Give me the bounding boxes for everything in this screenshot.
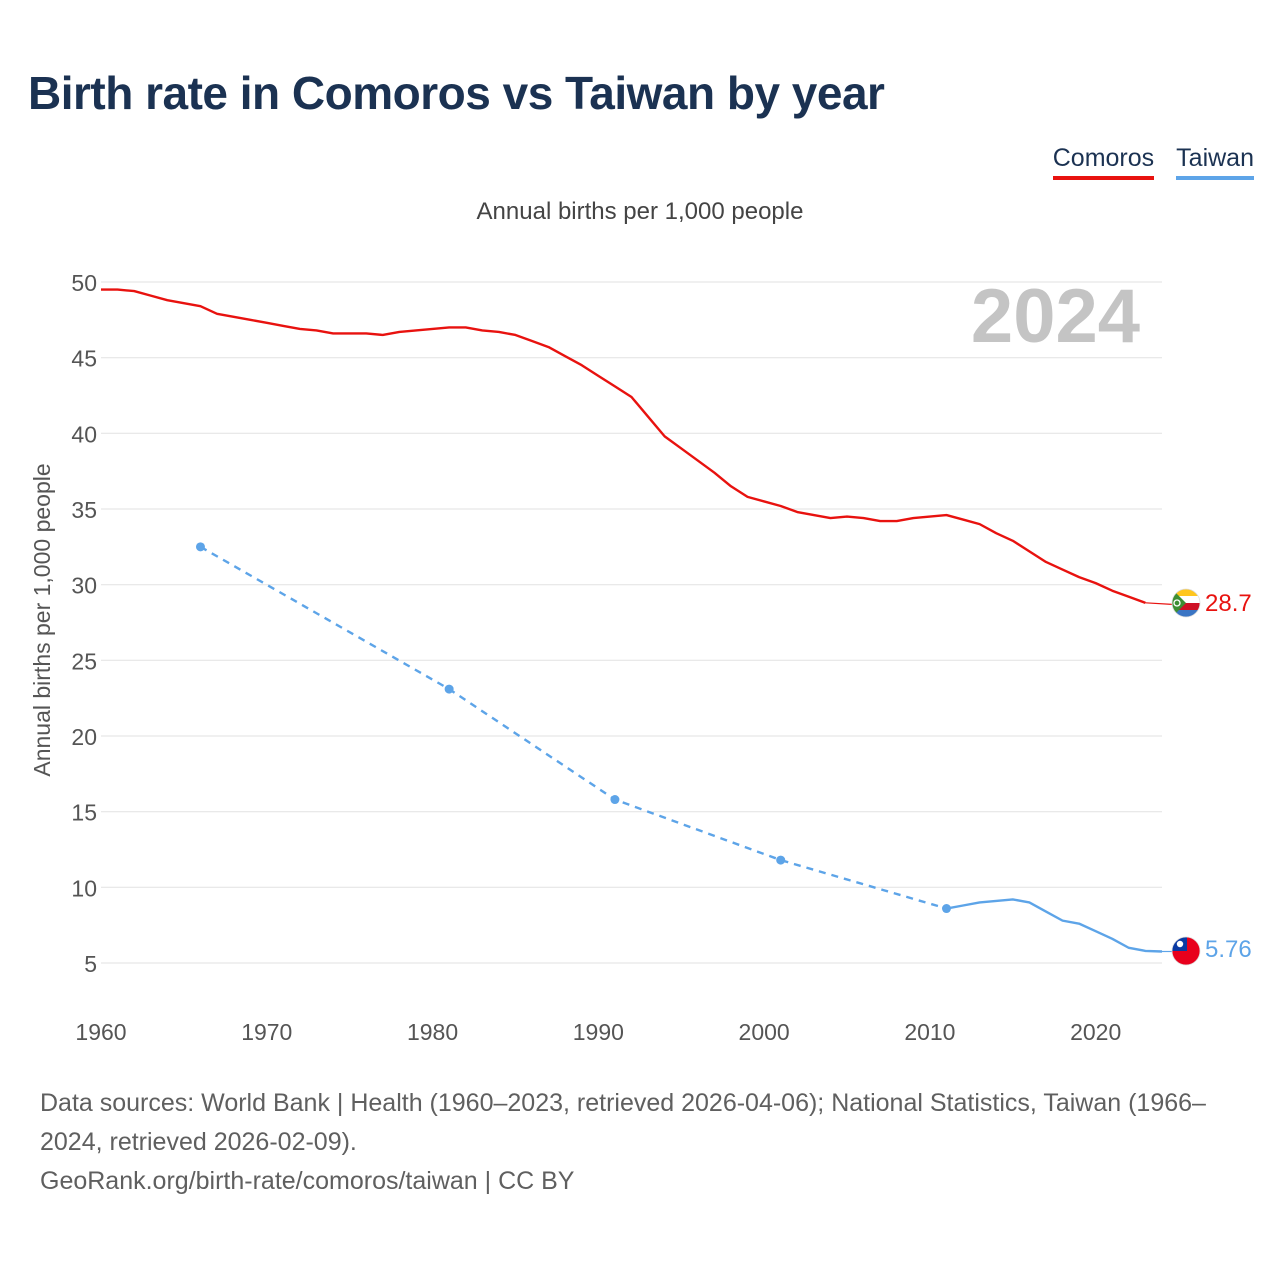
x-tick-label: 1980 <box>407 1019 458 1045</box>
legend-item-taiwan[interactable]: Taiwan <box>1176 144 1254 180</box>
comoros-end-connector <box>1145 602 1173 605</box>
chart-subtitle: Annual births per 1,000 people <box>476 198 804 225</box>
x-tick-label: 1970 <box>241 1019 292 1045</box>
x-tick-label: 2000 <box>739 1019 790 1045</box>
legend-item-comoros[interactable]: Comoros <box>1052 144 1155 180</box>
y-tick-label: 10 <box>71 875 97 901</box>
x-axis: 1960 1970 1980 1990 2000 2010 2020 <box>75 1019 1121 1045</box>
credit-link[interactable]: GeoRank.org/birth-rate/comoros/taiwan | … <box>40 1167 575 1195</box>
comoros-flag-icon <box>1172 589 1200 617</box>
y-tick-label: 45 <box>71 346 97 372</box>
x-tick-label: 2020 <box>1070 1019 1121 1045</box>
x-tick-label: 1990 <box>573 1019 624 1045</box>
taiwan-end-value-label: 5.76 <box>1205 936 1252 963</box>
y-axis-label: Annual births per 1,000 people <box>29 463 55 776</box>
y-tick-label: 35 <box>71 497 97 523</box>
y-tick-label: 40 <box>71 421 97 447</box>
data-sources: Data sources: World Bank | Health (1960–… <box>40 1089 1206 1156</box>
y-tick-label: 25 <box>71 648 97 674</box>
taiwan-data-point <box>610 795 620 805</box>
y-tick-label: 5 <box>84 951 97 977</box>
taiwan-data-point <box>776 855 786 865</box>
y-axis: 5 10 15 20 25 30 35 40 45 50 <box>71 270 97 977</box>
page-title: Birth rate in Comoros vs Taiwan by year <box>28 67 885 119</box>
x-tick-label: 1960 <box>75 1019 126 1045</box>
y-tick-label: 15 <box>71 800 97 826</box>
y-tick-label: 20 <box>71 724 97 750</box>
y-tick-label: 30 <box>71 573 97 599</box>
taiwan-data-point <box>444 684 454 694</box>
line-chart: 2024 5 10 15 20 25 30 35 40 45 50 1960 1970 1980 199… <box>29 270 1252 1045</box>
comoros-end-value-label: 28.7 <box>1205 590 1252 617</box>
legend: Comoros Taiwan <box>1052 144 1254 180</box>
taiwan-series-line <box>199 545 947 910</box>
comoros-series-line <box>101 288 1146 604</box>
footer: Data sources: World Bank | Health (1960–… <box>40 1084 1250 1201</box>
taiwan-series-line <box>946 898 1163 953</box>
taiwan-flag-icon <box>1172 937 1200 965</box>
x-tick-label: 2010 <box>904 1019 955 1045</box>
series-layer <box>101 288 1173 953</box>
taiwan-data-point <box>195 542 205 552</box>
taiwan-data-point <box>941 904 951 914</box>
grid <box>101 281 1162 964</box>
year-watermark: 2024 <box>971 274 1140 359</box>
y-tick-label: 50 <box>71 270 97 296</box>
